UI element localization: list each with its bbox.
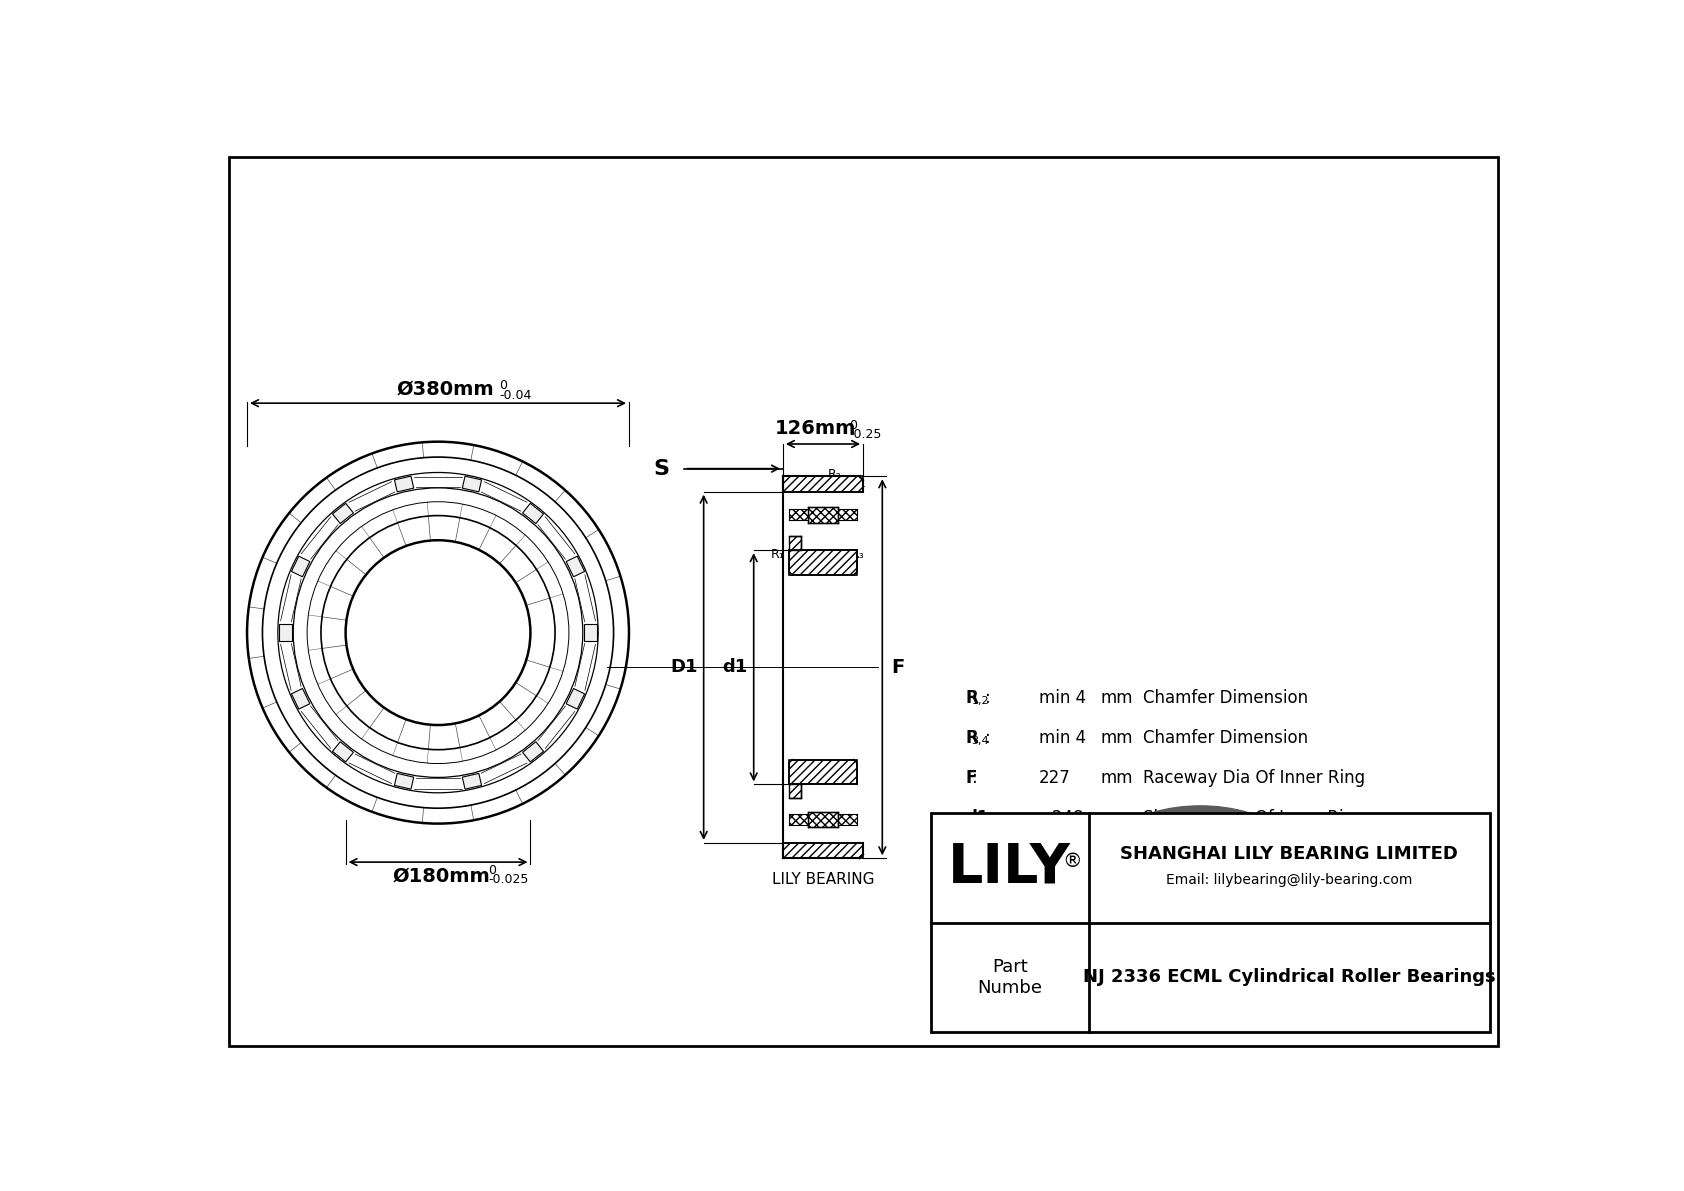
Bar [790,815,808,825]
Text: Chamfer Dimension: Chamfer Dimension [1142,690,1308,707]
Text: S: S [965,890,977,908]
Text: mm: mm [1100,690,1133,707]
Text: LILY BEARING: LILY BEARING [771,872,874,887]
Text: Chamfer Dimension: Chamfer Dimension [1142,729,1308,747]
Ellipse shape [1078,806,1324,975]
Text: NJ 2336 ECML Cylindrical Roller Bearings: NJ 2336 ECML Cylindrical Roller Bearings [1083,968,1495,986]
Text: Shoulder Dia Of Inner Ring: Shoulder Dia Of Inner Ring [1142,809,1364,828]
Text: D1: D1 [965,849,990,867]
Bar [463,773,482,790]
Text: R₄: R₄ [827,557,840,570]
Bar [783,843,862,859]
Text: Ø380mm: Ø380mm [397,380,495,399]
Text: Ø180mm: Ø180mm [392,867,490,886]
Text: F: F [965,769,977,787]
Ellipse shape [1108,872,1293,1003]
Bar [522,742,544,762]
Text: 0: 0 [500,380,507,392]
FancyBboxPatch shape [1076,891,1324,937]
Text: mm: mm [1100,890,1133,908]
Ellipse shape [1088,860,1312,1014]
Text: -0.025: -0.025 [488,873,529,886]
Bar [790,785,802,798]
Text: mm: mm [1100,849,1133,867]
Text: :: : [972,890,977,908]
Text: Shoulder Dia Of Outer Ring: Shoulder Dia Of Outer Ring [1142,849,1369,867]
Text: Email: lilybearing@lily-bearing.com: Email: lilybearing@lily-bearing.com [1165,873,1413,887]
Bar [790,510,808,520]
Bar [790,536,802,550]
Bar [522,504,544,524]
Text: Raceway Dia Of Inner Ring: Raceway Dia Of Inner Ring [1142,769,1364,787]
Bar [808,507,837,523]
Text: ®: ® [1063,853,1081,872]
Ellipse shape [1078,852,1324,1022]
Text: SHANGHAI LILY BEARING LIMITED: SHANGHAI LILY BEARING LIMITED [1120,844,1458,862]
Bar [808,812,837,828]
Text: 3,4: 3,4 [972,736,989,747]
Bar [332,504,354,524]
Text: :: : [985,690,992,707]
Text: Permissible Axial Displacement: Permissible Axial Displacement [1142,890,1403,908]
Text: ≈321.4: ≈321.4 [1039,849,1100,867]
Text: R₁: R₁ [852,478,866,491]
Bar [790,760,857,785]
Text: :: : [985,729,992,747]
Text: R₂: R₂ [827,468,842,481]
Text: :: : [978,809,983,828]
Text: 0: 0 [488,863,497,877]
Text: LILY: LILY [948,841,1071,894]
Text: mm: mm [1100,809,1133,828]
Text: S: S [653,459,669,479]
Text: d1: d1 [965,809,989,828]
Text: mm: mm [1100,729,1133,747]
Text: R: R [965,729,978,747]
Bar [931,812,1490,1033]
Text: F: F [891,657,904,676]
Text: mm: mm [1100,769,1133,787]
Text: D1: D1 [670,659,697,676]
Text: d1: d1 [722,659,748,676]
Text: -0.04: -0.04 [500,388,532,401]
Text: 227: 227 [1039,769,1071,787]
Text: :: : [978,849,983,867]
Text: Part
Numbe: Part Numbe [977,958,1042,997]
Bar [280,624,291,641]
Text: R: R [965,690,978,707]
Bar [566,688,584,709]
Bar [584,624,596,641]
Text: -0.25: -0.25 [849,428,881,441]
Text: :: : [972,769,977,787]
Bar [837,510,857,520]
Bar [837,815,857,825]
Text: 126mm: 126mm [775,419,855,438]
Text: min 4: min 4 [1039,690,1086,707]
Bar [291,688,310,709]
Text: R₂: R₂ [808,556,822,568]
Text: 0: 0 [849,419,857,431]
Bar [783,476,862,492]
Ellipse shape [1108,825,1293,956]
Text: ≈248: ≈248 [1039,809,1084,828]
Text: max 10.5: max 10.5 [1039,890,1116,908]
Text: R₁: R₁ [771,548,785,561]
Bar [332,742,354,762]
Bar [394,476,414,492]
Bar [790,550,857,575]
Text: R₃: R₃ [850,548,864,561]
Bar [291,556,310,576]
Text: min 4: min 4 [1039,729,1086,747]
Bar [463,476,482,492]
Bar [566,556,584,576]
Text: 1,2: 1,2 [972,697,989,706]
Bar [394,773,414,790]
